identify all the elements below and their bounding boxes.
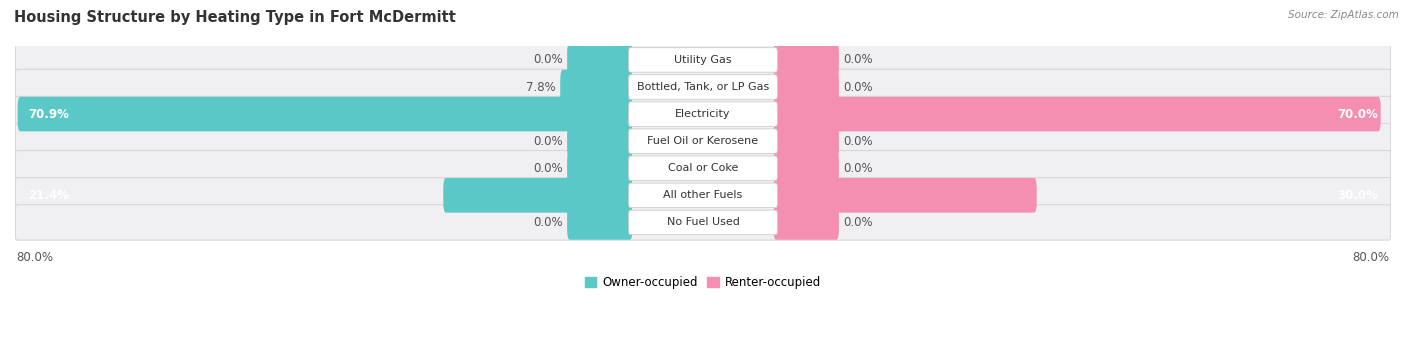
FancyBboxPatch shape <box>628 75 778 99</box>
Text: 80.0%: 80.0% <box>17 251 53 264</box>
FancyBboxPatch shape <box>18 97 633 131</box>
FancyBboxPatch shape <box>15 97 1391 132</box>
FancyBboxPatch shape <box>628 210 778 235</box>
FancyBboxPatch shape <box>773 97 1381 131</box>
FancyBboxPatch shape <box>773 43 839 77</box>
Text: Utility Gas: Utility Gas <box>675 55 731 65</box>
Text: 0.0%: 0.0% <box>533 216 562 229</box>
Text: 7.8%: 7.8% <box>526 80 555 93</box>
Text: 21.4%: 21.4% <box>28 189 69 202</box>
FancyBboxPatch shape <box>567 124 633 159</box>
Text: Electricity: Electricity <box>675 109 731 119</box>
FancyBboxPatch shape <box>773 151 839 186</box>
FancyBboxPatch shape <box>443 178 633 213</box>
FancyBboxPatch shape <box>15 69 1391 105</box>
Text: Coal or Coke: Coal or Coke <box>668 163 738 173</box>
FancyBboxPatch shape <box>15 42 1391 78</box>
Text: 30.0%: 30.0% <box>1337 189 1378 202</box>
Text: 0.0%: 0.0% <box>533 162 562 175</box>
FancyBboxPatch shape <box>773 178 1036 213</box>
FancyBboxPatch shape <box>628 156 778 180</box>
FancyBboxPatch shape <box>15 205 1391 240</box>
FancyBboxPatch shape <box>15 123 1391 159</box>
Text: Source: ZipAtlas.com: Source: ZipAtlas.com <box>1288 10 1399 20</box>
FancyBboxPatch shape <box>628 102 778 127</box>
Text: 0.0%: 0.0% <box>844 135 873 148</box>
FancyBboxPatch shape <box>773 70 839 104</box>
Text: No Fuel Used: No Fuel Used <box>666 218 740 227</box>
FancyBboxPatch shape <box>15 151 1391 186</box>
Text: 0.0%: 0.0% <box>844 54 873 66</box>
FancyBboxPatch shape <box>567 151 633 186</box>
FancyBboxPatch shape <box>15 178 1391 213</box>
Text: 70.9%: 70.9% <box>28 108 69 121</box>
Text: Housing Structure by Heating Type in Fort McDermitt: Housing Structure by Heating Type in For… <box>14 10 456 25</box>
Text: Fuel Oil or Kerosene: Fuel Oil or Kerosene <box>647 136 759 146</box>
FancyBboxPatch shape <box>567 205 633 240</box>
Text: 0.0%: 0.0% <box>844 80 873 93</box>
FancyBboxPatch shape <box>628 183 778 208</box>
Text: 0.0%: 0.0% <box>844 216 873 229</box>
Text: Bottled, Tank, or LP Gas: Bottled, Tank, or LP Gas <box>637 82 769 92</box>
Text: 80.0%: 80.0% <box>1353 251 1389 264</box>
Text: 0.0%: 0.0% <box>844 162 873 175</box>
Text: 0.0%: 0.0% <box>533 135 562 148</box>
FancyBboxPatch shape <box>773 205 839 240</box>
Text: All other Fuels: All other Fuels <box>664 190 742 201</box>
FancyBboxPatch shape <box>773 124 839 159</box>
FancyBboxPatch shape <box>628 129 778 153</box>
Text: 0.0%: 0.0% <box>533 54 562 66</box>
FancyBboxPatch shape <box>567 43 633 77</box>
FancyBboxPatch shape <box>560 70 633 104</box>
FancyBboxPatch shape <box>628 48 778 72</box>
Legend: Owner-occupied, Renter-occupied: Owner-occupied, Renter-occupied <box>579 271 827 294</box>
Text: 70.0%: 70.0% <box>1337 108 1378 121</box>
